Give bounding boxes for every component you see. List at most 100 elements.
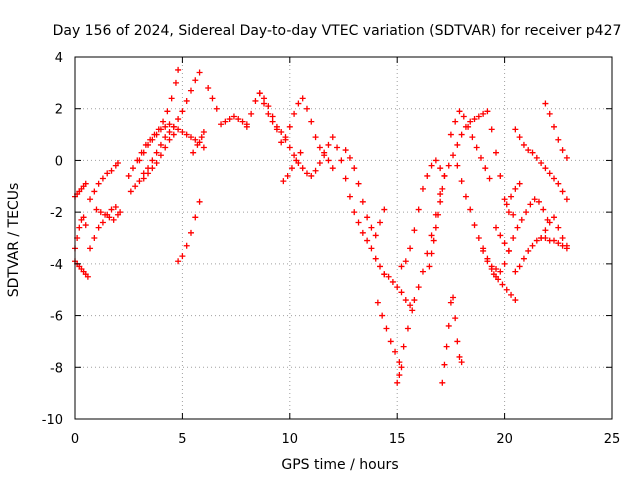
data-point	[441, 172, 448, 179]
x-axis-ticks: 0 5 10 15 20 25	[71, 57, 620, 447]
data-point	[402, 297, 409, 304]
data-point	[299, 95, 306, 102]
data-point	[462, 193, 469, 200]
data-point	[497, 268, 504, 275]
data-series	[280, 149, 304, 185]
data-series	[136, 121, 207, 164]
data-series	[87, 160, 121, 203]
data-point	[523, 209, 530, 216]
data-point	[162, 144, 169, 151]
data-point	[192, 77, 199, 84]
data-series	[538, 214, 570, 249]
data-point	[529, 242, 536, 249]
data-point	[428, 232, 435, 239]
data-point	[136, 178, 143, 185]
data-point	[209, 95, 216, 102]
data-point	[179, 108, 186, 115]
data-series	[175, 198, 203, 265]
data-point	[512, 126, 519, 133]
data-series	[342, 147, 388, 239]
data-series	[503, 180, 523, 208]
data-point	[437, 165, 444, 172]
data-point	[402, 258, 409, 265]
data-point	[456, 353, 463, 360]
data-point	[546, 110, 553, 117]
data-point	[153, 160, 160, 167]
data-point	[542, 165, 549, 172]
data-point	[190, 149, 197, 156]
data-series	[381, 172, 448, 309]
data-point	[196, 69, 203, 76]
data-point	[346, 154, 353, 161]
data-point	[497, 232, 504, 239]
data-point	[447, 299, 454, 306]
data-point	[140, 149, 147, 156]
data-point	[342, 175, 349, 182]
data-point	[235, 116, 242, 123]
data-point	[559, 235, 566, 241]
data-point	[145, 141, 152, 148]
data-point	[243, 121, 250, 128]
data-point	[555, 240, 562, 247]
data-point	[282, 136, 289, 143]
data-series	[93, 206, 121, 223]
data-point	[467, 118, 474, 125]
data-point	[355, 219, 362, 226]
data-point	[179, 128, 186, 135]
data-point	[559, 147, 566, 154]
data-point	[200, 144, 207, 151]
data-point	[183, 242, 190, 249]
data-point	[551, 214, 558, 221]
data-point	[293, 157, 300, 164]
data-point	[256, 90, 263, 97]
data-point	[102, 211, 109, 218]
data-point	[194, 141, 201, 148]
data-point	[518, 216, 525, 223]
data-point	[404, 325, 411, 332]
data-point	[555, 180, 562, 187]
data-series	[218, 113, 250, 130]
data-point	[82, 222, 89, 229]
data-point	[540, 206, 547, 213]
data-point	[166, 136, 173, 143]
data-point	[407, 302, 414, 309]
data-point	[512, 297, 519, 304]
x-tick-label: 5	[178, 432, 186, 447]
data-point	[551, 175, 558, 182]
data-series	[480, 196, 551, 280]
data-point	[411, 297, 418, 304]
data-point	[531, 196, 538, 203]
data-point	[334, 144, 341, 151]
data-point	[183, 131, 190, 138]
data-point	[563, 196, 570, 203]
data-point	[445, 322, 452, 329]
data-point	[342, 147, 349, 154]
data-point	[329, 134, 336, 141]
data-point	[218, 121, 225, 128]
data-point	[454, 141, 461, 148]
data-point	[415, 284, 422, 291]
data-point	[447, 131, 454, 138]
data-point	[303, 170, 310, 177]
y-tick-label: 4	[55, 51, 63, 66]
data-point	[394, 284, 401, 291]
data-point	[525, 247, 532, 254]
data-point	[355, 180, 362, 187]
data-point	[493, 224, 500, 231]
data-point	[516, 263, 523, 270]
data-points	[72, 66, 570, 386]
data-point	[379, 312, 386, 319]
data-point	[533, 237, 540, 244]
y-tick-label: 0	[55, 154, 63, 169]
data-series	[439, 294, 465, 386]
data-point	[87, 196, 94, 203]
data-point	[183, 97, 190, 104]
data-point	[312, 167, 319, 174]
data-series	[140, 131, 177, 182]
data-point	[508, 291, 515, 298]
data-point	[280, 178, 287, 185]
data-point	[187, 87, 194, 94]
data-point	[398, 364, 405, 371]
data-point	[419, 268, 426, 275]
x-tick-label: 15	[389, 432, 406, 447]
